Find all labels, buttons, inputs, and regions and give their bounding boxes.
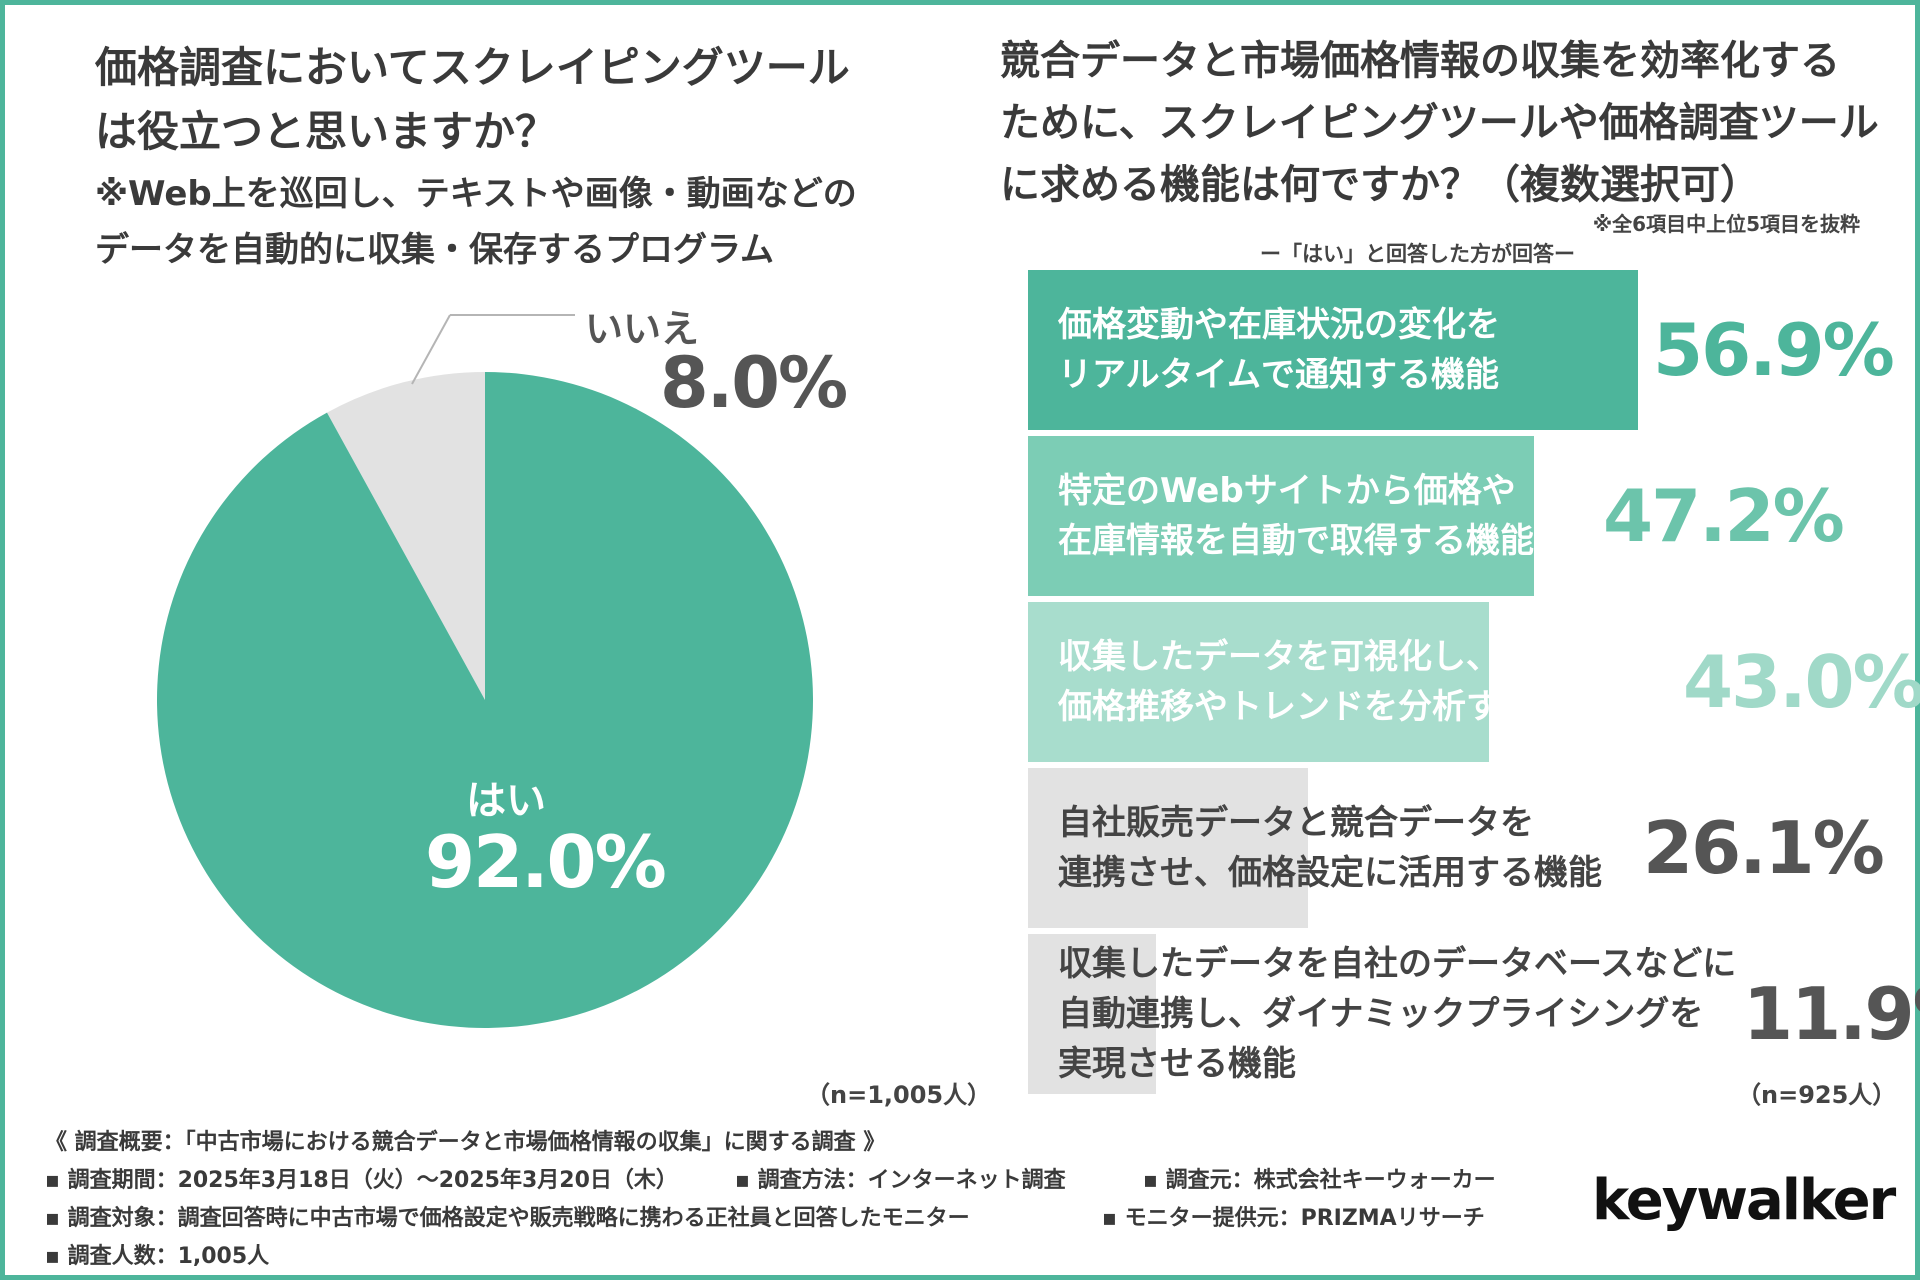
no-leader-line <box>411 314 451 385</box>
bar-row: 自社販売データと競合データを 連携させ、価格設定に活用する機能 26.1% <box>1028 768 1888 928</box>
footer-survey-count: ▪ 調査人数：1,005人 <box>45 1244 270 1269</box>
pie-question-note: ※Web上を巡回し、テキストや画像・動画などの データを自動的に収集・保存するプ… <box>95 174 857 270</box>
bar-value-label: 56.9% <box>1653 308 1895 392</box>
bar-selection-note: ※全6項目中上位5項目を抜粋 <box>1592 212 1860 236</box>
pie-slice-no <box>326 372 485 700</box>
bar-question-title: 競合データと市場価格情報の収集を効率化する ために、スクレイピングツールや価格調… <box>1000 38 1879 208</box>
pie-value-yes: 92.0% <box>425 820 667 904</box>
bar <box>1028 768 1308 928</box>
footer-survey-target: ▪ 調査対象：調査回答時に中古市場で価格設定や販売戦略に携わる正社員と回答したモ… <box>45 1206 970 1231</box>
bar-row: 収集したデータを自社のデータベースなどに 自動連携し、ダイナミックプライシングを… <box>1028 934 1920 1094</box>
bar <box>1028 934 1156 1094</box>
pie-label-yes: はい <box>466 778 546 824</box>
pie-value-no: 8.0% <box>660 342 848 424</box>
pie-slice-yes <box>156 372 813 1028</box>
bar <box>1028 270 1638 430</box>
bar-row: 特定のWebサイトから価格や 在庫情報を自動で取得する機能 47.2% <box>1028 436 1888 596</box>
bar-category-label: 収集したデータを可視化し、 価格推移やトレンドを分析する機能 <box>1058 637 1602 727</box>
bar <box>1028 436 1534 596</box>
bar-sample-size: （n=925人） <box>1737 1081 1897 1109</box>
bar <box>1028 602 1489 762</box>
pie-question-title: 価格調査においてスクレイピングツール は役立つと思いますか？ <box>95 43 850 156</box>
pie-sample-size: （n=1,005人） <box>806 1081 992 1109</box>
footer-monitor-provider: ▪ モニター提供元：PRIZMAリサーチ <box>1102 1206 1485 1231</box>
footer-survey-source: ▪ 調査元：株式会社キーウォーカー <box>1143 1168 1496 1193</box>
footer-survey-period: ▪ 調査期間：2025年3月18日（火）〜2025年3月20日（木） <box>45 1168 678 1193</box>
bar-value-label: 11.9% <box>1743 972 1920 1056</box>
footer-survey-overview: 《 調査概要：「中古市場における競合データと市場価格情報の収集」に関する調査 》 <box>45 1130 886 1155</box>
footer-survey-method: ▪ 調査方法：インターネット調査 <box>735 1168 1066 1193</box>
bar-row: 収集したデータを可視化し、 価格推移やトレンドを分析する機能 43.0% <box>1028 602 1920 762</box>
bar-category-label: 特定のWebサイトから価格や 在庫情報を自動で取得する機能 <box>1058 471 1534 561</box>
bar-category-label: 価格変動や在庫状況の変化を リアルタイムで通知する機能 <box>1058 305 1500 395</box>
pie-label-no: いいえ <box>585 307 700 351</box>
bar-value-label: 47.2% <box>1603 474 1845 558</box>
bar-value-label: 26.1% <box>1643 806 1885 890</box>
bar-category-label: 収集したデータを自社のデータベースなどに 自動連携し、ダイナミックプライシングを… <box>1058 944 1737 1084</box>
bar-value-label: 43.0% <box>1683 640 1920 724</box>
bar-subtitle: ー「はい」と回答した方が回答ー <box>1260 242 1575 266</box>
keywalker-logo: keywalker <box>1592 1168 1896 1233</box>
bar-category-label: 自社販売データと競合データを 連携させ、価格設定に活用する機能 <box>1058 803 1602 893</box>
bar-row: 価格変動や在庫状況の変化を リアルタイムで通知する機能 56.9% <box>1028 270 1895 430</box>
